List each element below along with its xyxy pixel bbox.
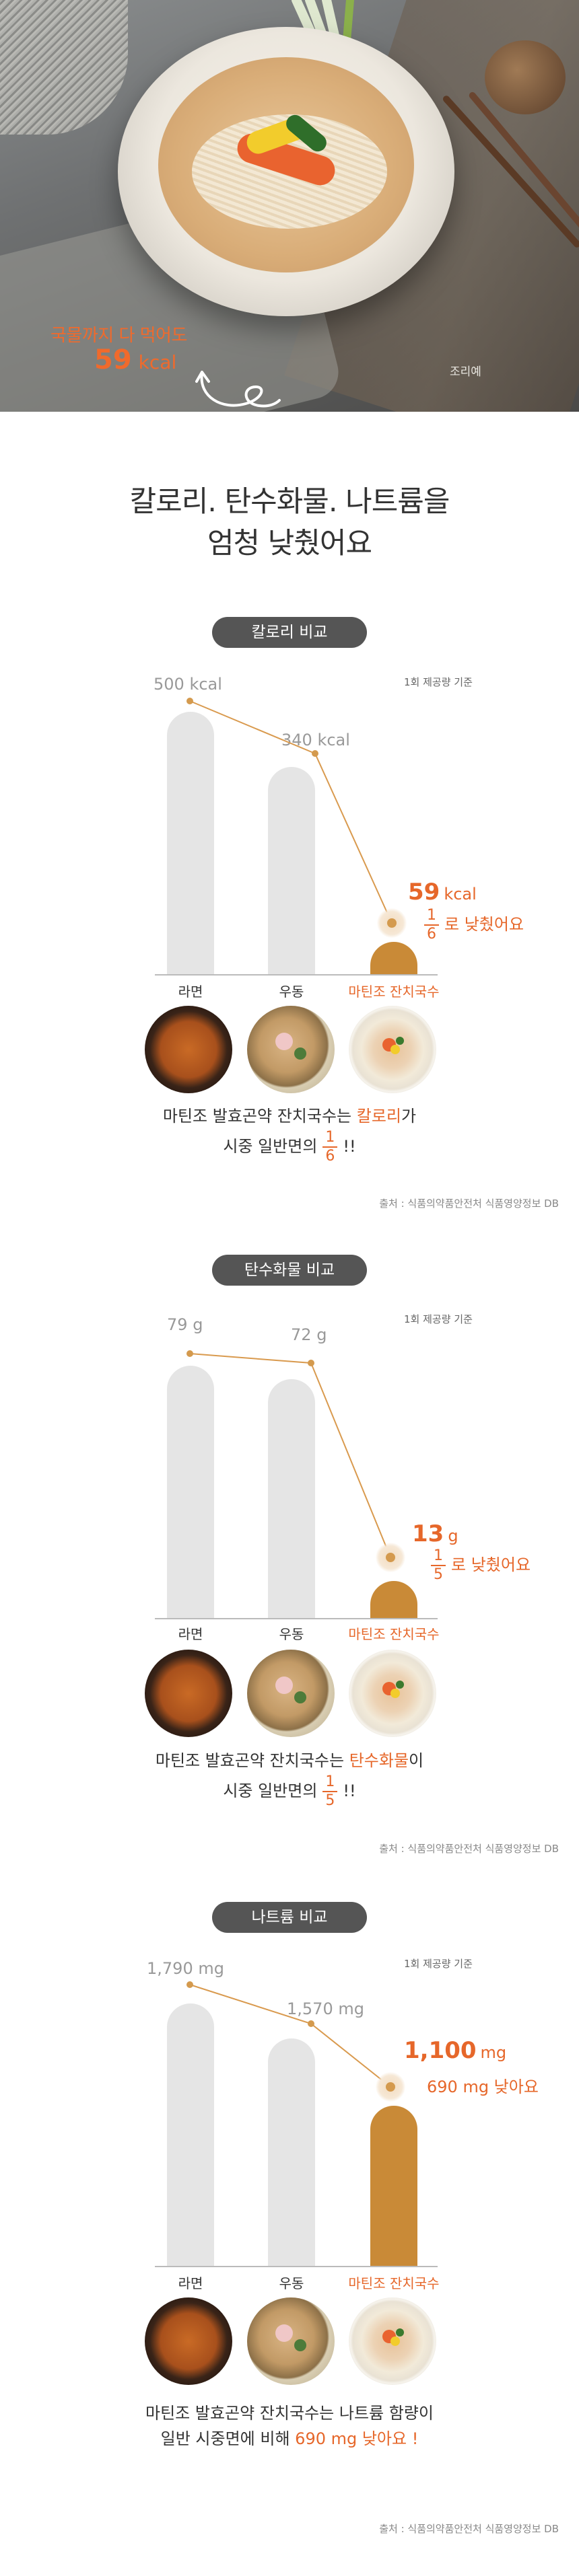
calorie-trend-line xyxy=(186,698,393,924)
janchi-noodle-image xyxy=(349,1006,436,1093)
carb-summary: 마틴조 발효곤약 잔치국수는 탄수화물이 시중 일반면의 1 5!! xyxy=(155,1751,424,1809)
label-janchi: 마틴조 잔치국수 xyxy=(348,2275,440,2291)
hero-calorie: 59 kcal xyxy=(94,344,177,375)
bar-udon xyxy=(268,767,315,974)
bar-value-udon: 1,570 mg xyxy=(287,1999,364,2018)
source-note: 출처 : 식품의약품안전처 식품영양정보 DB xyxy=(379,1843,559,1855)
ramen-image xyxy=(145,1650,232,1737)
carb-trend-line xyxy=(186,1350,391,1558)
anchovy-illustration xyxy=(0,0,128,135)
hero-caption: 국물까지 다 먹어도 xyxy=(50,326,187,346)
bar-value-janchi: 1,100 mg xyxy=(404,2037,507,2064)
bar-janchi xyxy=(370,2106,417,2266)
udon-image xyxy=(247,1650,335,1737)
label-ramen: 라면 xyxy=(178,984,203,1000)
label-ramen: 라면 xyxy=(178,1626,203,1642)
bar-value-janchi: 59 kcal xyxy=(408,879,477,906)
label-udon: 우동 xyxy=(279,984,304,1000)
curved-arrow-icon xyxy=(195,371,281,408)
bar-ramen xyxy=(167,2003,214,2266)
source-note: 출처 : 식품의약품안전처 식품영양정보 DB xyxy=(379,1198,559,1210)
sodium-trend-line xyxy=(186,1981,391,2088)
highlight-dot xyxy=(376,2072,405,2102)
bar-udon xyxy=(268,1379,315,1618)
bar-value-ramen: 79 g xyxy=(167,1315,203,1334)
label-janchi: 마틴조 잔치국수 xyxy=(348,984,440,1000)
bar-ramen xyxy=(167,1366,214,1618)
bar-udon xyxy=(268,2038,315,2266)
serving-basis-note: 1회 제공량 기준 xyxy=(404,1958,473,1970)
mushroom-illustration xyxy=(485,40,566,114)
label-janchi: 마틴조 잔치국수 xyxy=(348,1626,440,1642)
carb-section-title: 탄수화물 비교 xyxy=(212,1255,367,1286)
ramen-image xyxy=(145,1006,232,1093)
bar-value-janchi: 13 g xyxy=(412,1520,458,1547)
calorie-summary: 마틴조 발효곤약 잔치국수는 칼로리가 시중 일반면의 1 6!! xyxy=(162,1107,417,1165)
serving-basis-note: 1회 제공량 기준 xyxy=(404,1313,473,1325)
hero-image: 국물까지 다 먹어도 59 kcal 조리예 xyxy=(0,0,579,412)
udon-image xyxy=(247,1006,335,1093)
highlight-dot xyxy=(377,908,407,938)
calorie-section-title: 칼로리 비교 xyxy=(212,617,367,648)
highlight-dot xyxy=(376,1543,405,1572)
bar-value-ramen: 1,790 mg xyxy=(147,1959,224,1978)
label-udon: 우동 xyxy=(279,1626,304,1642)
sodium-section-title: 나트륨 비교 xyxy=(212,1902,367,1933)
bar-value-ramen: 500 kcal xyxy=(154,675,222,694)
sodium-summary: 마틴조 발효곤약 잔치국수는 나트륨 함량이 일반 시중면에 비해 690 mg… xyxy=(145,2404,434,2448)
bar-value-udon: 72 g xyxy=(291,1325,327,1344)
janchi-noodle-image xyxy=(349,1650,436,1737)
serving-example-tag: 조리예 xyxy=(450,365,481,379)
janchi-noodle-image xyxy=(349,2297,436,2385)
reduction-note: 690 mg 낮아요 xyxy=(427,2077,539,2096)
label-ramen: 라면 xyxy=(178,2275,203,2291)
page-heading: 칼로리. 탄수화물. 나트륨을 엄청 낮췄어요 xyxy=(129,485,450,560)
bar-ramen xyxy=(167,712,214,974)
bar-janchi xyxy=(370,1581,417,1618)
serving-basis-note: 1회 제공량 기준 xyxy=(404,676,473,688)
bar-janchi xyxy=(370,942,417,974)
ramen-image xyxy=(145,2297,232,2385)
label-udon: 우동 xyxy=(279,2275,304,2291)
udon-image xyxy=(247,2297,335,2385)
source-note: 출처 : 식품의약품안전처 식품영양정보 DB xyxy=(379,2523,559,2535)
